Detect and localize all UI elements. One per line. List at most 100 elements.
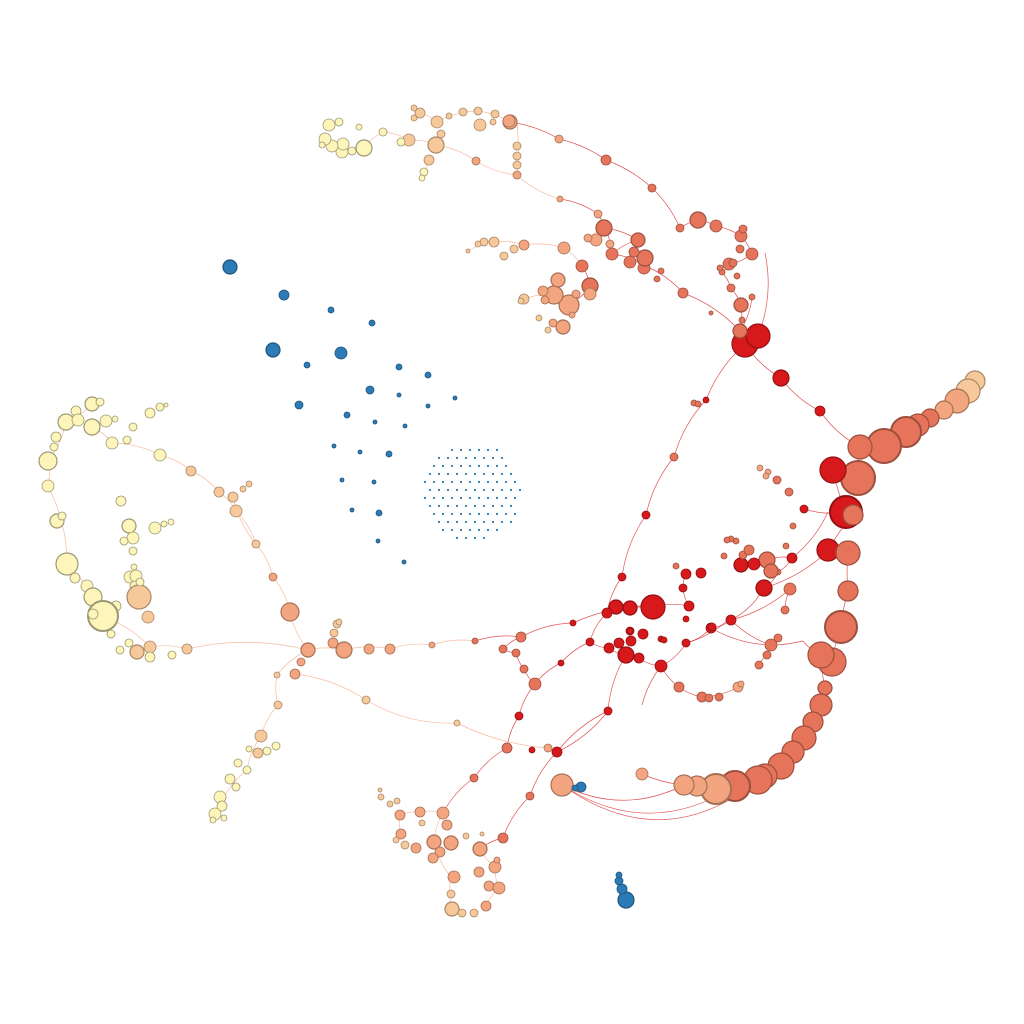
graph-node — [735, 244, 745, 254]
graph-node — [517, 297, 525, 305]
graph-node — [528, 746, 536, 754]
graph-node — [229, 504, 243, 518]
graph-node — [378, 127, 388, 137]
graph-node — [335, 641, 353, 659]
graph-node — [525, 791, 535, 801]
graph-node — [300, 642, 316, 658]
graph-node — [491, 488, 495, 492]
graph-node — [372, 419, 378, 425]
graph-node — [704, 693, 714, 703]
graph-node — [122, 435, 132, 445]
graph-node — [473, 106, 483, 116]
graph-node — [528, 677, 542, 691]
graph-node — [393, 797, 401, 805]
graph-edge — [456, 722, 549, 749]
graph-edge — [607, 654, 627, 712]
graph-edge — [730, 619, 772, 646]
graph-node — [673, 774, 695, 796]
graph-node — [55, 552, 79, 576]
graph-node — [130, 563, 138, 571]
graph-node — [608, 599, 624, 615]
graph-node — [394, 809, 406, 821]
graph-node — [471, 156, 481, 166]
graph-node — [111, 415, 119, 423]
graph-node — [789, 522, 797, 530]
graph-node — [115, 495, 127, 507]
graph-node — [636, 249, 654, 267]
graph-node — [733, 272, 741, 280]
graph-node — [483, 880, 495, 892]
graph-node — [278, 289, 290, 301]
graph-node — [773, 633, 783, 643]
graph-node — [271, 741, 281, 751]
graph-node — [473, 118, 487, 132]
graph-node — [660, 636, 668, 644]
graph-node — [220, 814, 228, 822]
graph-node — [482, 536, 486, 540]
graph-node — [446, 504, 450, 508]
graph-node — [115, 645, 125, 655]
graph-node — [294, 400, 304, 410]
graph-node — [468, 528, 472, 532]
graph-node — [720, 552, 728, 560]
graph-node — [473, 866, 485, 878]
graph-node — [273, 700, 283, 710]
graph-node — [512, 151, 522, 161]
graph-node — [513, 480, 517, 484]
graph-node — [755, 579, 773, 597]
graph-node — [430, 115, 444, 129]
graph-node — [504, 480, 508, 484]
graph-node — [733, 557, 749, 573]
graph-node — [512, 141, 522, 151]
graph-node — [450, 528, 454, 532]
graph-node — [446, 488, 450, 492]
graph-node — [733, 297, 749, 313]
graph-node — [424, 371, 432, 379]
graph-node — [707, 622, 717, 632]
graph-node — [83, 418, 101, 436]
graph-node — [452, 395, 458, 401]
graph-node — [355, 139, 373, 157]
graph-node — [121, 518, 137, 534]
graph-node — [807, 641, 835, 669]
graph-node — [459, 496, 463, 500]
graph-node — [605, 247, 619, 261]
graph-node — [555, 319, 571, 335]
graph-node — [464, 536, 468, 540]
graph-node — [654, 659, 668, 673]
graph-node — [245, 480, 253, 488]
graph-node — [450, 448, 454, 452]
graph-node — [128, 546, 138, 556]
graph-node — [216, 800, 228, 812]
graph-node — [105, 436, 119, 450]
graph-node — [491, 520, 495, 524]
graph-node — [474, 240, 482, 248]
graph-node — [568, 311, 576, 319]
graph-node — [593, 209, 603, 219]
graph-node — [535, 314, 543, 322]
graph-node — [782, 542, 790, 550]
graph-node — [504, 496, 508, 500]
graph-node — [375, 538, 381, 544]
graph-node — [57, 511, 67, 521]
graph-edge — [442, 777, 475, 814]
graph-node — [126, 531, 140, 545]
graph-node — [464, 520, 468, 524]
graph-node — [695, 567, 707, 579]
graph-node — [495, 528, 499, 532]
graph-node — [482, 456, 486, 460]
graph-node — [500, 472, 504, 476]
graph-node — [625, 635, 637, 647]
graph-node — [473, 504, 477, 508]
graph-node — [511, 648, 521, 658]
graph-node — [462, 832, 470, 840]
graph-edge — [475, 160, 518, 176]
graph-node — [786, 552, 798, 564]
graph-node — [265, 342, 281, 358]
graph-node — [477, 448, 481, 452]
graph-node — [709, 219, 723, 233]
graph-node — [371, 479, 377, 485]
graph-node — [623, 255, 637, 269]
graph-edge — [520, 622, 574, 638]
graph-node — [635, 767, 649, 781]
